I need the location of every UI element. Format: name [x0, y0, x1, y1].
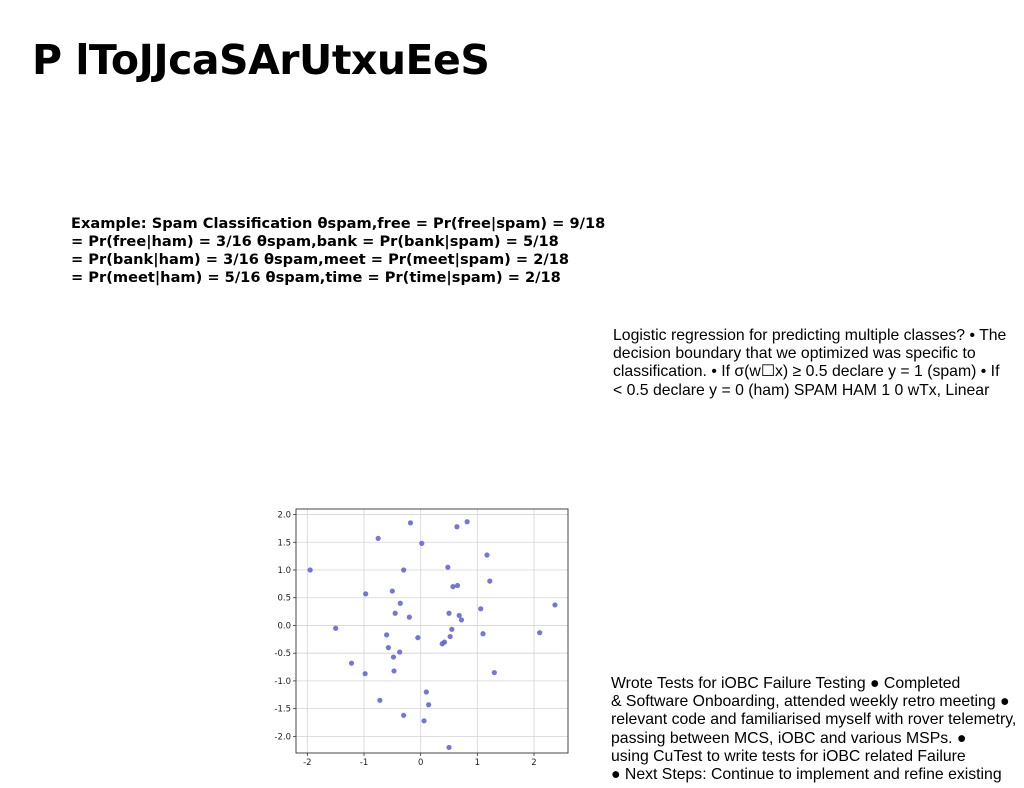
spam-example-line: = Pr(meet|ham) = 5/16 θspam,time = Pr(ti…	[71, 269, 561, 286]
scatter-point	[390, 654, 397, 660]
scatter-point	[484, 552, 490, 558]
spam-classification-example: Example: Spam Classification θspam,free …	[71, 215, 631, 287]
scatter-point	[401, 567, 407, 573]
y-tick-label: 1.5	[277, 538, 291, 548]
scatter-point	[449, 626, 455, 632]
work-summary-line: passing between MCS, iOBC and various MS…	[611, 729, 967, 747]
x-tick-label: 0	[418, 758, 423, 768]
plot-frame	[295, 508, 569, 754]
scatter-point	[407, 520, 414, 526]
scatter-point	[392, 610, 398, 616]
scatter-point	[419, 540, 425, 546]
scatter-point	[362, 671, 368, 677]
y-tick-label: 1.0	[277, 566, 291, 576]
y-tick-label: -1.0	[274, 677, 291, 687]
scatter-point	[491, 669, 497, 676]
work-summary-text: Wrote Tests for iOBC Failure Testing ● C…	[611, 675, 1023, 784]
scatter-point	[552, 602, 558, 608]
x-tick-label: 1	[475, 758, 480, 768]
y-tick-label: -1.5	[274, 705, 291, 715]
x-tick-label: -1	[360, 758, 368, 768]
y-tick-label: -0.5	[274, 649, 291, 659]
y-tick-label: 0.5	[277, 594, 291, 604]
scatter-point	[487, 578, 493, 584]
scatter-point	[464, 519, 470, 525]
scatter-point	[454, 582, 461, 589]
scatter-point	[421, 718, 427, 724]
work-summary-line: using CuTest to write tests for iOBC rel…	[611, 747, 966, 765]
scatter-point	[348, 660, 355, 666]
scatter-point	[363, 591, 369, 597]
scatter-point	[423, 689, 429, 695]
scatter-point	[377, 697, 383, 703]
logistic-regression-line: < 0.5 declare y = 0 (ham) SPAM HAM 1 0 w…	[613, 381, 990, 399]
work-summary-line: & Software Onboarding, attended weekly r…	[611, 693, 1010, 711]
scatter-point	[389, 588, 395, 594]
scatter-point	[446, 610, 452, 616]
spam-example-line: = Pr(free|ham) = 3/16 θspam,bank = Pr(ba…	[71, 233, 559, 250]
y-tick-label: 2.0	[277, 511, 291, 521]
scatter-point	[441, 639, 448, 645]
scatter-point	[478, 606, 484, 612]
scatter-plot: -2 -1 0 1 2 -2.0 -1.5 -1.0 -0.5 0.0 0.5 1.0 1.5 2.0	[268, 503, 578, 773]
scatter-point	[397, 649, 403, 655]
scatter-point	[401, 712, 407, 718]
scatter-point	[385, 645, 391, 651]
scatter-point	[480, 631, 486, 637]
scatter-point	[391, 668, 397, 674]
logistic-regression-line: decision boundary that we optimized was …	[613, 345, 976, 363]
spam-example-line: Example: Spam Classification θspam,free …	[71, 215, 606, 232]
logistic-regression-line: classification. • If σ(w☐x) ≥ 0.5 declar…	[613, 363, 1000, 381]
y-tick-label: 0.0	[277, 621, 291, 631]
scatter-point	[537, 630, 543, 636]
logistic-regression-text: Logistic regression for predicting multi…	[613, 327, 1018, 400]
scatter-point	[415, 635, 421, 641]
scatter-point	[426, 702, 432, 708]
scatter-point	[450, 584, 456, 590]
scatter-point	[384, 632, 390, 638]
scatter-point	[456, 612, 462, 619]
spam-example-line: = Pr(bank|ham) = 3/16 θspam,meet = Pr(me…	[71, 251, 570, 268]
work-summary-line: ● Next Steps: Continue to implement and …	[611, 766, 1002, 784]
x-tick-label: 2	[531, 758, 536, 768]
y-tick-label: -2.0	[274, 732, 291, 742]
scatter-point	[333, 625, 339, 631]
scatter-point	[445, 564, 451, 570]
x-tick-label: -2	[303, 758, 311, 768]
work-summary-line: relevant code and familiarised myself wi…	[611, 711, 1017, 729]
scatter-point	[397, 600, 403, 606]
scatter-point	[458, 617, 465, 623]
slide-title: P lToJJcaSArUtxuEeS	[32, 36, 490, 84]
scatter-point	[447, 633, 453, 640]
work-summary-line: Wrote Tests for iOBC Failure Testing ● C…	[611, 675, 961, 692]
scatter-point	[454, 524, 460, 530]
scatter-plot-canvas: -2 -1 0 1 2 -2.0 -1.5 -1.0 -0.5 0.0 0.5 1.0 1.5 2.0	[274, 508, 569, 768]
logistic-regression-line: Logistic regression for predicting multi…	[613, 327, 1007, 344]
scatter-point	[406, 614, 412, 620]
scatter-point	[446, 744, 452, 751]
scatter-point	[375, 535, 381, 541]
scatter-point	[307, 567, 313, 573]
